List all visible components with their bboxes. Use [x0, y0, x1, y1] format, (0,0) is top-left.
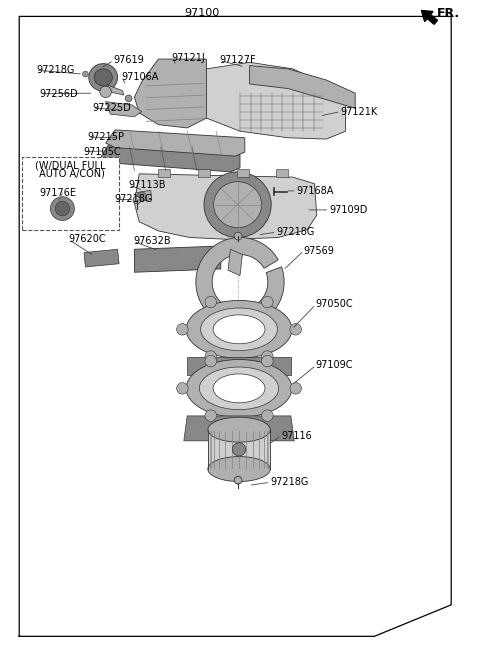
Polygon shape — [184, 416, 294, 441]
Text: (W/DUAL FULL: (W/DUAL FULL — [36, 160, 106, 171]
Circle shape — [137, 192, 146, 201]
Circle shape — [133, 196, 141, 204]
Ellipse shape — [232, 443, 246, 456]
Text: 97100: 97100 — [184, 8, 219, 18]
Text: 97256D: 97256D — [40, 89, 78, 99]
Ellipse shape — [186, 300, 292, 358]
Text: 97121J: 97121J — [172, 52, 205, 63]
Circle shape — [262, 297, 273, 308]
Text: 97225D: 97225D — [93, 103, 132, 113]
Circle shape — [234, 476, 242, 484]
Text: 97109C: 97109C — [316, 360, 353, 371]
Polygon shape — [135, 190, 152, 202]
Ellipse shape — [200, 367, 278, 409]
Text: 97632B: 97632B — [133, 236, 171, 247]
Text: 97620C: 97620C — [69, 234, 106, 245]
Circle shape — [83, 72, 88, 77]
Bar — [22, 157, 119, 230]
Circle shape — [205, 410, 216, 421]
Polygon shape — [134, 59, 206, 128]
Polygon shape — [276, 169, 288, 177]
Polygon shape — [134, 246, 221, 272]
Ellipse shape — [213, 315, 265, 344]
Polygon shape — [158, 169, 170, 177]
Polygon shape — [187, 62, 346, 139]
Text: 97218G: 97218G — [36, 65, 74, 75]
Circle shape — [100, 86, 111, 98]
Ellipse shape — [214, 182, 262, 228]
Circle shape — [205, 297, 216, 308]
Text: 97121K: 97121K — [341, 106, 378, 117]
Ellipse shape — [50, 197, 74, 220]
Text: 97050C: 97050C — [316, 299, 353, 310]
Circle shape — [234, 232, 242, 240]
Text: 97218G: 97218G — [276, 227, 315, 237]
Polygon shape — [106, 130, 245, 156]
Text: 97569: 97569 — [304, 245, 335, 256]
Circle shape — [125, 95, 132, 102]
FancyArrow shape — [421, 10, 437, 24]
Polygon shape — [84, 249, 119, 267]
Polygon shape — [108, 85, 124, 95]
Ellipse shape — [89, 64, 118, 91]
Text: 97106A: 97106A — [121, 72, 159, 82]
Polygon shape — [250, 66, 355, 108]
Text: 97619: 97619 — [114, 55, 144, 66]
Polygon shape — [228, 249, 242, 276]
Text: 97215P: 97215P — [88, 132, 125, 142]
Circle shape — [205, 356, 216, 367]
Circle shape — [290, 323, 301, 335]
Circle shape — [262, 351, 273, 362]
Circle shape — [290, 382, 301, 394]
Text: 97218G: 97218G — [114, 194, 153, 205]
Ellipse shape — [186, 359, 292, 417]
Polygon shape — [198, 169, 210, 177]
Polygon shape — [100, 146, 240, 172]
Ellipse shape — [204, 172, 271, 237]
Polygon shape — [196, 237, 284, 327]
Ellipse shape — [213, 374, 265, 403]
Text: 97176E: 97176E — [39, 188, 76, 198]
Polygon shape — [237, 169, 249, 177]
Circle shape — [262, 356, 273, 367]
Text: AUTO A/CON): AUTO A/CON) — [36, 169, 105, 179]
Circle shape — [177, 382, 188, 394]
Polygon shape — [106, 102, 142, 117]
Circle shape — [262, 410, 273, 421]
Circle shape — [205, 351, 216, 362]
Polygon shape — [208, 430, 270, 469]
Text: 97116: 97116 — [281, 430, 312, 441]
Text: 97113B: 97113B — [129, 180, 166, 190]
Ellipse shape — [208, 417, 270, 442]
Text: 97105C: 97105C — [83, 146, 120, 157]
Text: 97109D: 97109D — [329, 205, 368, 215]
Text: FR.: FR. — [437, 7, 460, 20]
Polygon shape — [134, 174, 317, 239]
Text: 97127F: 97127F — [219, 55, 256, 66]
Ellipse shape — [94, 69, 112, 86]
Ellipse shape — [55, 201, 70, 216]
Polygon shape — [187, 357, 291, 375]
Text: 97218G: 97218G — [270, 477, 309, 487]
Circle shape — [177, 323, 188, 335]
Ellipse shape — [208, 457, 270, 482]
Ellipse shape — [201, 308, 277, 350]
Text: 97168A: 97168A — [297, 186, 334, 196]
